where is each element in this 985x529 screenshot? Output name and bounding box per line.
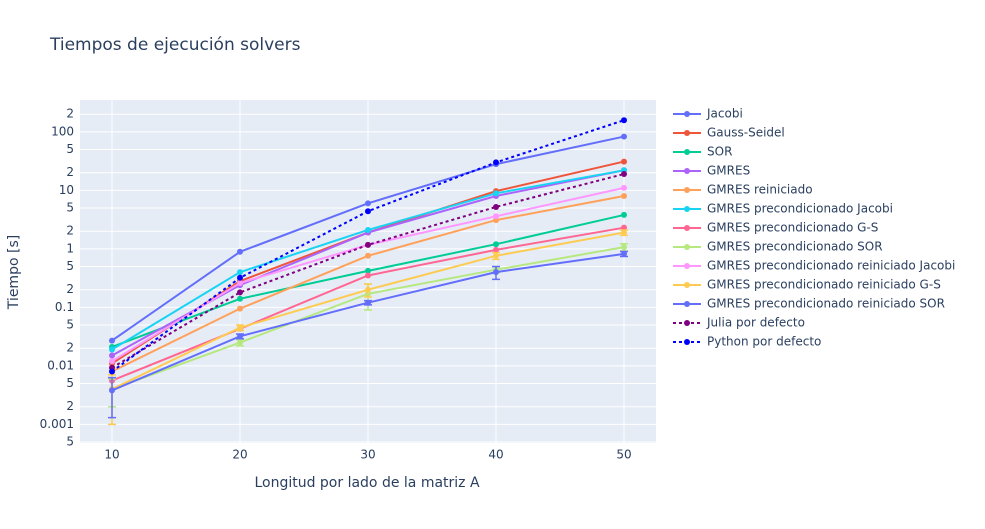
data-point bbox=[621, 171, 627, 178]
data-point bbox=[109, 346, 115, 353]
legend-marker bbox=[684, 301, 690, 307]
y-tick-label: 0.001 bbox=[40, 417, 74, 431]
data-point bbox=[493, 159, 499, 166]
y-tick-label: 10 bbox=[59, 183, 74, 197]
y-tick-label: 100 bbox=[51, 124, 74, 138]
data-point bbox=[237, 333, 243, 340]
legend-label: Julia por defecto bbox=[706, 316, 805, 330]
y-tick-label: 2 bbox=[66, 341, 74, 355]
y-tick-label: 2 bbox=[66, 399, 74, 413]
data-point bbox=[365, 267, 371, 274]
y-tick-label: 2 bbox=[66, 107, 74, 121]
data-point bbox=[365, 299, 371, 306]
y-tick-label: 5 bbox=[66, 434, 74, 448]
y-tick-label: 1 bbox=[66, 241, 74, 255]
y-tick-label: 2 bbox=[66, 282, 74, 296]
legend-label: SOR bbox=[707, 145, 732, 159]
error-bar bbox=[108, 376, 116, 419]
legend-marker bbox=[684, 225, 690, 231]
data-point bbox=[365, 200, 371, 207]
data-point bbox=[109, 352, 115, 359]
data-point bbox=[621, 117, 627, 124]
x-tick-label: 10 bbox=[104, 448, 119, 462]
y-axis-title: Tiempo [s] bbox=[6, 235, 22, 310]
legend-label: GMRES precondicionado SOR bbox=[707, 240, 883, 254]
legend-marker bbox=[684, 282, 690, 288]
data-point bbox=[109, 337, 115, 344]
x-tick-label: 40 bbox=[488, 448, 503, 462]
legend-label: GMRES reiniciado bbox=[707, 183, 813, 197]
legend-marker bbox=[684, 320, 690, 326]
x-tick-label: 20 bbox=[232, 448, 247, 462]
legend-marker bbox=[684, 168, 690, 174]
legend-label: Python por defecto bbox=[707, 335, 821, 349]
data-point bbox=[237, 324, 243, 331]
data-point bbox=[237, 248, 243, 255]
data-point bbox=[237, 280, 243, 287]
y-tick-label: 0.01 bbox=[47, 358, 74, 372]
data-point bbox=[493, 246, 499, 253]
data-point bbox=[493, 190, 499, 197]
legend-label: Jacobi bbox=[706, 107, 743, 121]
y-tick-label: 5 bbox=[66, 376, 74, 390]
y-tick-label: 2 bbox=[66, 165, 74, 179]
data-point bbox=[109, 368, 115, 375]
data-point bbox=[493, 269, 499, 276]
legend-marker bbox=[684, 111, 690, 117]
data-point bbox=[365, 286, 371, 293]
data-point bbox=[237, 289, 243, 296]
data-point bbox=[493, 241, 499, 248]
data-point bbox=[621, 250, 627, 257]
legend-label: GMRES precondicionado G-S bbox=[707, 221, 878, 235]
data-point bbox=[621, 193, 627, 200]
data-point bbox=[621, 133, 627, 140]
data-point bbox=[493, 252, 499, 259]
data-point bbox=[237, 269, 243, 276]
data-point bbox=[621, 211, 627, 218]
legend-label: GMRES precondicionado Jacobi bbox=[707, 202, 893, 216]
data-point bbox=[493, 203, 499, 210]
legend-label: Gauss-Seidel bbox=[707, 126, 785, 140]
legend-label: GMRES precondicionado reiniciado SOR bbox=[707, 297, 945, 311]
data-point bbox=[621, 184, 627, 191]
x-axis-title: Longitud por lado de la matriz A bbox=[254, 475, 480, 491]
legend-marker bbox=[684, 149, 690, 155]
legend-marker bbox=[684, 206, 690, 212]
y-tick-label: 5 bbox=[66, 259, 74, 273]
y-tick-label: 5 bbox=[66, 200, 74, 214]
data-point bbox=[365, 241, 371, 248]
data-point bbox=[621, 244, 627, 251]
legend-marker bbox=[684, 263, 690, 269]
data-point bbox=[109, 358, 115, 365]
data-point bbox=[621, 224, 627, 231]
x-tick-label: 30 bbox=[360, 448, 375, 462]
legend-label: GMRES precondicionado reiniciado Jacobi bbox=[707, 259, 955, 273]
y-tick-label: 2 bbox=[66, 224, 74, 238]
legend-marker bbox=[684, 187, 690, 193]
data-point bbox=[237, 295, 243, 302]
data-point bbox=[493, 213, 499, 220]
data-point bbox=[621, 229, 627, 236]
data-point bbox=[621, 158, 627, 165]
chart-title: Tiempos de ejecución solvers bbox=[49, 35, 301, 55]
data-point bbox=[237, 274, 243, 281]
series-line bbox=[111, 173, 625, 369]
legend-label: GMRES bbox=[707, 164, 750, 178]
data-point bbox=[365, 226, 371, 233]
legend-marker bbox=[684, 339, 690, 345]
x-tick-label: 50 bbox=[616, 448, 631, 462]
y-tick-label: 5 bbox=[66, 317, 74, 331]
data-point bbox=[237, 305, 243, 312]
data-point bbox=[109, 387, 115, 394]
legend-marker bbox=[684, 130, 690, 136]
data-point bbox=[365, 252, 371, 259]
y-tick-label: 0.1 bbox=[55, 300, 74, 314]
legend-label: GMRES precondicionado reiniciado G-S bbox=[707, 278, 941, 292]
data-point bbox=[237, 339, 243, 346]
legend-marker bbox=[684, 244, 690, 250]
data-point bbox=[365, 208, 371, 215]
y-tick-label: 5 bbox=[66, 142, 74, 156]
data-point bbox=[365, 272, 371, 279]
